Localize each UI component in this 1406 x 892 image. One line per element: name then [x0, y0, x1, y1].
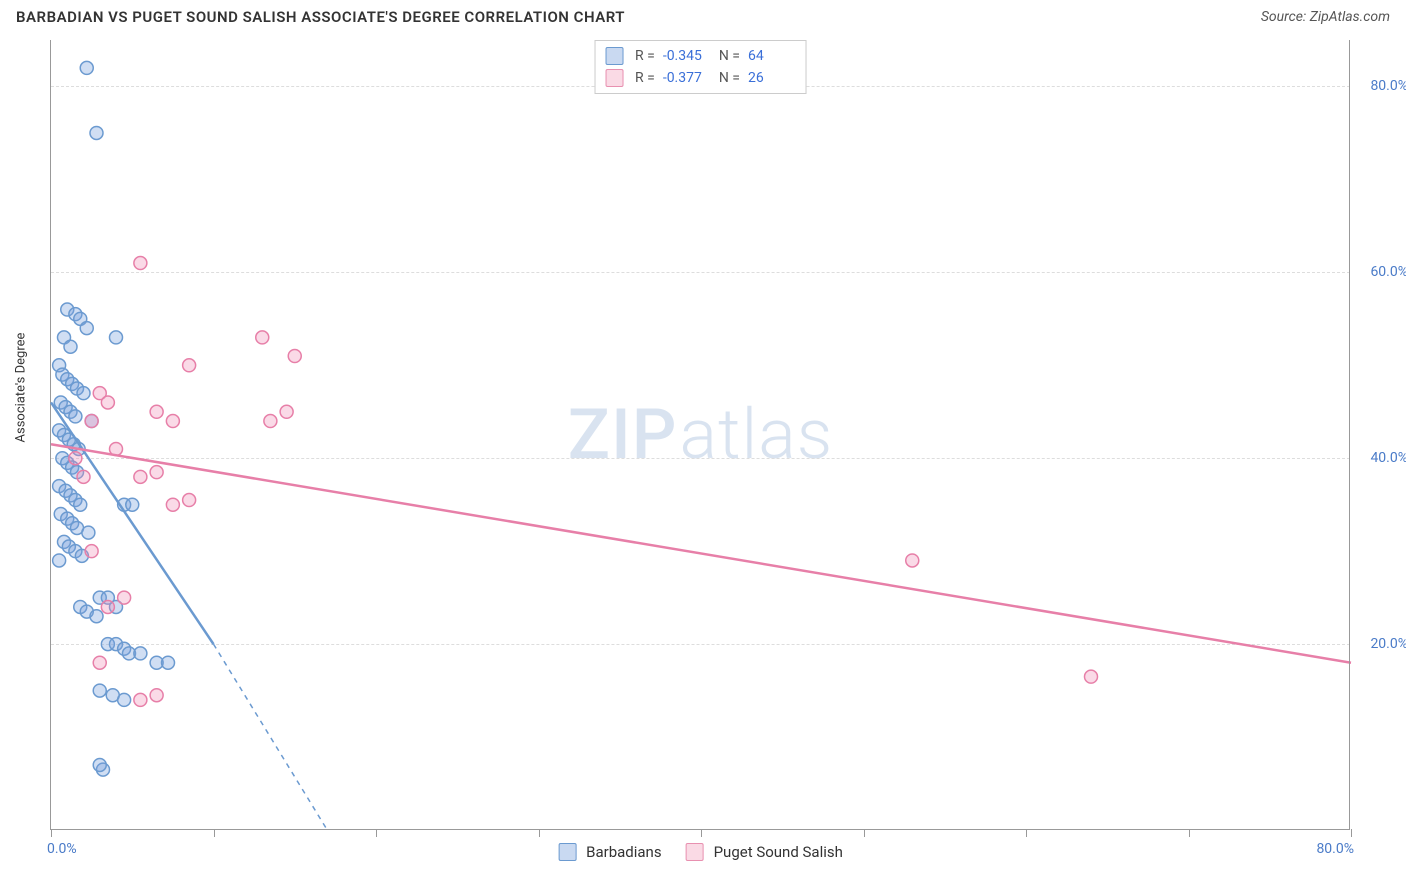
- data-point: [166, 415, 179, 428]
- data-point: [134, 693, 147, 706]
- y-axis-tick-label: 60.0%: [1370, 264, 1406, 280]
- legend-row-series1: R = -0.345 N = 64: [605, 45, 796, 67]
- data-point: [90, 610, 103, 623]
- trend-line-extrapolated: [214, 644, 328, 830]
- data-point: [101, 600, 114, 613]
- data-point: [101, 396, 114, 409]
- data-point: [90, 126, 103, 139]
- n-value-1: 64: [748, 48, 796, 64]
- data-point: [906, 554, 919, 567]
- y-axis-tick-label: 80.0%: [1370, 78, 1406, 94]
- chart-title: BARBADIAN VS PUGET SOUND SALISH ASSOCIAT…: [16, 8, 625, 26]
- chart-header: BARBADIAN VS PUGET SOUND SALISH ASSOCIAT…: [0, 0, 1406, 30]
- r-label: R =: [635, 70, 655, 86]
- legend-label-1: Barbadians: [586, 843, 661, 861]
- y-axis-title: Associate's Degree: [14, 332, 29, 442]
- correlation-legend: R = -0.345 N = 64 R = -0.377 N = 26: [594, 40, 807, 94]
- swatch-blue-icon: [558, 843, 576, 861]
- data-point: [150, 405, 163, 418]
- data-point: [93, 758, 106, 771]
- data-point: [166, 498, 179, 511]
- data-point: [110, 331, 123, 344]
- data-point: [150, 466, 163, 479]
- swatch-pink-icon: [605, 69, 623, 87]
- chart-source: Source: ZipAtlas.com: [1261, 9, 1390, 25]
- scatter-svg: [51, 40, 1350, 829]
- data-point: [183, 494, 196, 507]
- data-point: [134, 257, 147, 270]
- data-point: [288, 350, 301, 363]
- data-point: [162, 656, 175, 669]
- chart-plot-area: Associate's Degree ZIPatlas R = -0.345 N…: [50, 40, 1350, 830]
- data-point: [150, 689, 163, 702]
- y-axis-tick-label: 40.0%: [1370, 450, 1406, 466]
- trend-line: [51, 444, 1351, 662]
- swatch-pink-icon: [686, 843, 704, 861]
- legend-row-series2: R = -0.377 N = 26: [605, 67, 796, 89]
- data-point: [69, 452, 82, 465]
- data-point: [280, 405, 293, 418]
- data-point: [264, 415, 277, 428]
- data-point: [256, 331, 269, 344]
- data-point: [1085, 670, 1098, 683]
- data-point: [183, 359, 196, 372]
- data-point: [118, 693, 131, 706]
- data-point: [77, 470, 90, 483]
- data-point: [80, 322, 93, 335]
- data-point: [82, 526, 95, 539]
- x-axis-max-label: 80.0%: [1316, 841, 1354, 857]
- data-point: [77, 387, 90, 400]
- data-point: [53, 554, 66, 567]
- data-point: [93, 656, 106, 669]
- swatch-blue-icon: [605, 47, 623, 65]
- r-label: R =: [635, 48, 655, 64]
- data-point: [85, 545, 98, 558]
- r-value-1: -0.345: [663, 48, 711, 64]
- data-point: [64, 340, 77, 353]
- data-point: [134, 647, 147, 660]
- data-point: [85, 415, 98, 428]
- data-point: [69, 410, 82, 423]
- data-point: [126, 498, 139, 511]
- data-point: [74, 498, 87, 511]
- x-axis-min-label: 0.0%: [47, 841, 77, 857]
- series-legend: Barbadians Puget Sound Salish: [558, 843, 843, 861]
- legend-entry-barbadians: Barbadians: [558, 843, 661, 861]
- data-point: [80, 61, 93, 74]
- n-label: N =: [719, 48, 740, 64]
- legend-label-2: Puget Sound Salish: [714, 843, 843, 861]
- legend-entry-puget: Puget Sound Salish: [686, 843, 843, 861]
- y-axis-tick-label: 20.0%: [1370, 636, 1406, 652]
- data-point: [118, 591, 131, 604]
- data-point: [93, 684, 106, 697]
- n-value-2: 26: [748, 70, 796, 86]
- data-point: [134, 470, 147, 483]
- r-value-2: -0.377: [663, 70, 711, 86]
- n-label: N =: [719, 70, 740, 86]
